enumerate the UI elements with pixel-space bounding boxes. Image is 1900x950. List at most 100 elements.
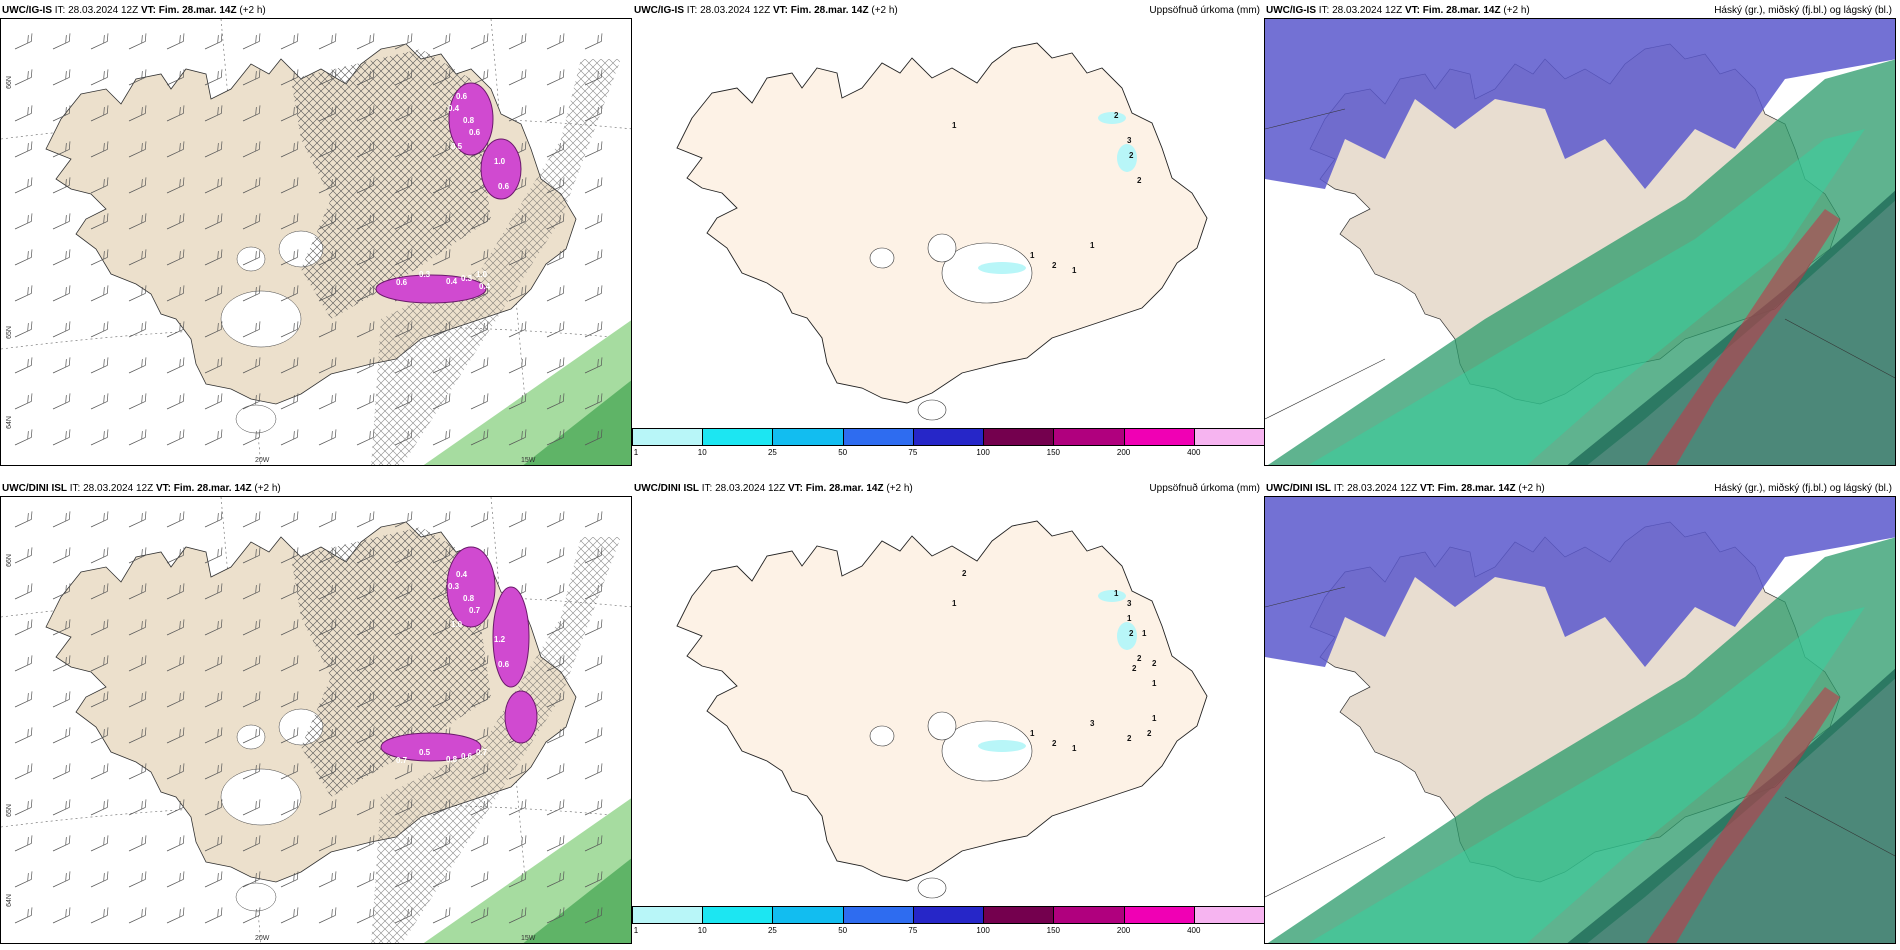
wind-barb [14, 105, 33, 122]
wind-barb [204, 285, 223, 302]
wind-barb [546, 249, 565, 266]
wind-barb [394, 393, 413, 410]
colorbar-label: 1 [633, 926, 639, 935]
precip-blob [448, 82, 494, 156]
wind-barb [204, 727, 223, 744]
wind-barb [52, 393, 71, 410]
wind-map[interactable]: 0.6 0.4 0.8 0.6 0.5 1.0 0.6 0.3 0.6 0.4 0.3 1.0 0.4 … [0, 18, 632, 466]
wind-barb [318, 907, 337, 924]
wind-barb [128, 799, 147, 816]
cloud-map[interactable] [1264, 18, 1896, 466]
hatched-area [371, 537, 621, 943]
wind-barb [128, 655, 147, 672]
wind-barb [356, 547, 375, 564]
glacier [927, 711, 957, 741]
colorbar-label: 50 [838, 448, 848, 457]
wind-barb [318, 213, 337, 230]
glacier [869, 247, 895, 269]
wind-barb [356, 105, 375, 122]
wind-barb [584, 249, 603, 266]
wind-barb [394, 871, 413, 888]
panel-header: UWC/DINI ISL IT: 28.03.2024 12Z VT: Fim.… [2, 483, 281, 494]
precip-value-label: 1 [1127, 614, 1132, 623]
wind-barb [242, 105, 261, 122]
wind-barb [318, 249, 337, 266]
wind-barb [52, 619, 71, 636]
wind-barb [394, 213, 413, 230]
wind-barb [508, 285, 527, 302]
wind-barb [242, 285, 261, 302]
panel-header: UWC/DINI ISL IT: 28.03.2024 12Z VT: Fim.… [1266, 483, 1892, 494]
precip-value-label: 1 [1030, 251, 1035, 260]
lat-label: 66N [5, 76, 13, 89]
wind-barb [14, 249, 33, 266]
precip-map[interactable]: 1 2 3 2 2 1 2 1 1 [632, 18, 1264, 432]
wind-barb [584, 619, 603, 636]
wind-barb [128, 547, 147, 564]
wind-barb [508, 429, 527, 446]
wind-barb [204, 393, 223, 410]
wind-barb [90, 799, 109, 816]
wind-barb [90, 871, 109, 888]
wind-value-label: 0.3 [448, 582, 460, 591]
wind-barb [14, 583, 33, 600]
colorbar-swatch [983, 906, 1055, 924]
wind-barb [394, 429, 413, 446]
wind-barb [280, 177, 299, 194]
wind-barb [166, 799, 185, 816]
wind-barb [166, 511, 185, 528]
wind-barb [394, 105, 413, 122]
wind-barb [546, 105, 565, 122]
wind-barb [432, 799, 451, 816]
glacier [941, 242, 1033, 304]
wind-barb [90, 727, 109, 744]
wind-barb [318, 511, 337, 528]
wind-barb [356, 393, 375, 410]
wind-barb [204, 141, 223, 158]
wind-barb [14, 69, 33, 86]
wind-barb [166, 105, 185, 122]
wind-barb [204, 691, 223, 708]
cloud-map[interactable] [1264, 496, 1896, 944]
wind-barb [90, 177, 109, 194]
iceland-land [676, 42, 1208, 404]
wind-barb [90, 907, 109, 924]
wind-barb [90, 511, 109, 528]
wind-barb [242, 249, 261, 266]
wind-barb [394, 691, 413, 708]
wind-barb [166, 213, 185, 230]
border-line [1265, 108, 1346, 130]
precip-patch [978, 262, 1026, 274]
wind-barb [90, 393, 109, 410]
wind-barb [204, 583, 223, 600]
wind-barb [356, 619, 375, 636]
wind-barb [242, 213, 261, 230]
wind-value-label: 0.3 [419, 270, 431, 279]
wind-value-label: 0.4 [446, 277, 458, 286]
wind-value-label: 0.6 [498, 182, 510, 191]
wind-barb [546, 429, 565, 446]
colorbar-swatch [1193, 906, 1265, 924]
wind-barb [204, 799, 223, 816]
wind-barb [356, 691, 375, 708]
wind-barb [204, 429, 223, 446]
wind-barb [432, 249, 451, 266]
wind-barb [128, 69, 147, 86]
wind-barb [52, 33, 71, 50]
colorbar-swatch [772, 428, 844, 446]
wind-barb [470, 907, 489, 924]
wind-map[interactable]: 0.4 0.3 0.8 0.7 1.0 1.2 0.6 0.5 0.7 0.8 0.6 0.7 66N… [0, 496, 632, 944]
wind-barb [394, 763, 413, 780]
wind-barb [546, 177, 565, 194]
panel-precip-row2: UWC/DINI ISL IT: 28.03.2024 12Z VT: Fim.… [632, 478, 1265, 944]
colorbar-swatch [842, 906, 914, 924]
precip-value-label: 2 [1114, 111, 1119, 120]
wind-barb [128, 727, 147, 744]
precip-value-label: 1 [952, 121, 957, 130]
precip-value-label: 1 [1114, 589, 1119, 598]
glacier [235, 404, 277, 434]
wind-barb [318, 655, 337, 672]
colorbar-swatch [912, 428, 985, 446]
wind-barb [128, 357, 147, 374]
